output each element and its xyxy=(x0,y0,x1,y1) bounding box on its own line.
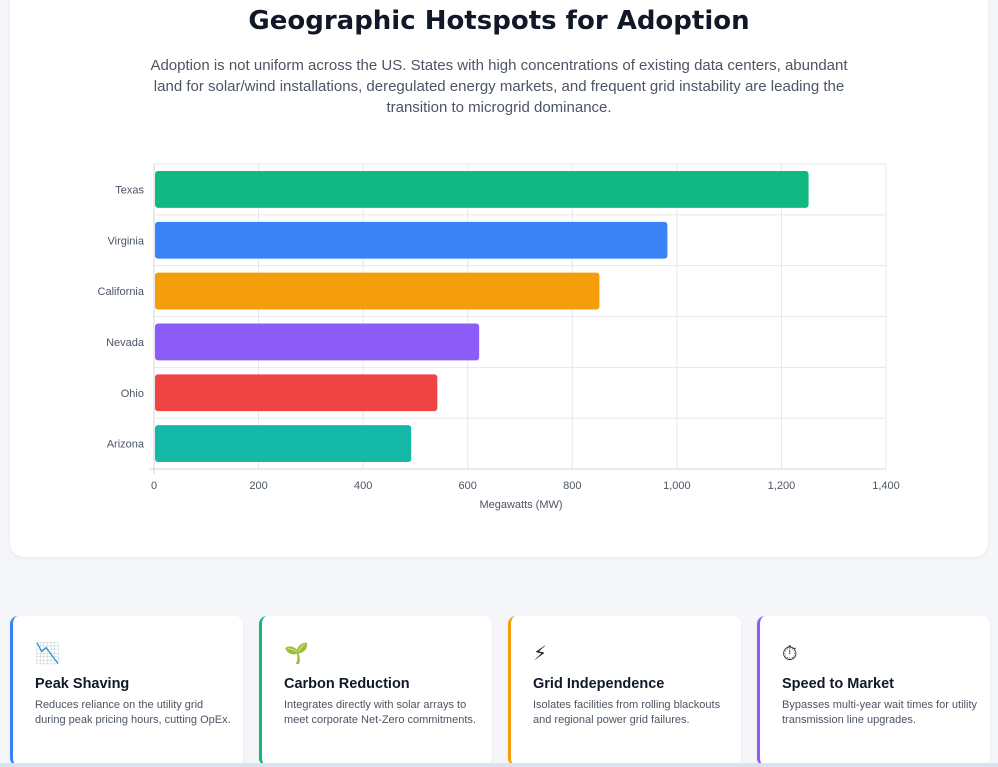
benefit-cards: 📉 Peak Shaving Reduces reliance on the u… xyxy=(10,616,990,766)
x-tick-label: 1,200 xyxy=(768,480,796,492)
x-tick-label: 0 xyxy=(151,480,157,492)
card-text: Isolates facilities from rolling blackou… xyxy=(533,699,721,726)
card-text: Reduces reliance on the utility grid dur… xyxy=(35,699,231,726)
y-tick-label: Arizona xyxy=(107,439,145,451)
bar-ohio xyxy=(155,374,438,412)
stopwatch-icon: ⏱ xyxy=(782,643,798,665)
benefit-card-speed-to-market: ⏱ Speed to Market Bypasses multi-year wa… xyxy=(757,616,990,766)
card-text: Integrates directly with solar arrays to… xyxy=(284,699,476,726)
seedling-icon: 🌱 xyxy=(284,643,309,665)
page-subtitle: Adoption is not uniform across the US. S… xyxy=(150,57,848,116)
card-title: Speed to Market xyxy=(782,676,894,692)
y-tick-label: California xyxy=(98,286,145,298)
x-tick-label: 400 xyxy=(354,480,372,492)
lightning-icon: ⚡ xyxy=(533,643,548,665)
card-text: Bypasses multi-year wait times for utili… xyxy=(782,699,977,726)
bar-virginia xyxy=(155,221,668,259)
bar-arizona xyxy=(155,425,412,462)
benefit-card-peak-shaving: 📉 Peak Shaving Reduces reliance on the u… xyxy=(10,616,243,766)
x-tick-label: 800 xyxy=(563,480,581,492)
bar-nevada xyxy=(155,323,480,361)
y-tick-label: Texas xyxy=(115,184,144,196)
y-tick-label: Nevada xyxy=(106,337,145,349)
benefit-card-grid-independence: ⚡ Grid Independence Isolates facilities … xyxy=(508,616,741,766)
card-title: Carbon Reduction xyxy=(284,676,410,692)
card-title: Grid Independence xyxy=(533,676,665,692)
x-tick-label: 600 xyxy=(459,480,477,492)
page-title: Geographic Hotspots for Adoption xyxy=(248,6,750,36)
bottom-divider xyxy=(0,763,998,767)
x-axis-title: Megawatts (MW) xyxy=(479,499,562,511)
chart-decreasing-icon: 📉 xyxy=(35,643,60,665)
bar-texas xyxy=(155,171,809,208)
card-title: Peak Shaving xyxy=(35,676,130,692)
bar-california xyxy=(155,272,600,310)
bar-chart: Texas Virginia California Nevada Ohio Arizona… xyxy=(98,163,900,511)
y-tick-label: Ohio xyxy=(121,388,144,400)
y-tick-label: Virginia xyxy=(108,235,145,247)
benefit-card-carbon-reduction: 🌱 Carbon Reduction Integrates directly w… xyxy=(259,616,492,766)
x-tick-label: 1,000 xyxy=(663,480,691,492)
x-tick-label: 1,400 xyxy=(872,480,900,492)
x-tick-label: 200 xyxy=(249,480,267,492)
